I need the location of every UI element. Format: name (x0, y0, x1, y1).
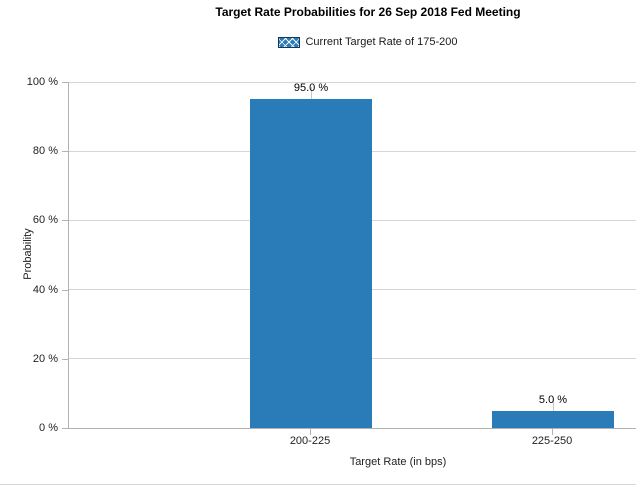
probability-bar (492, 410, 614, 428)
chart-title: Target Rate Probabilities for 26 Sep 201… (215, 5, 521, 19)
probability-bar (250, 99, 372, 428)
y-axis-tick-mark (62, 151, 68, 153)
bar-label-leader-line (552, 398, 554, 411)
y-axis-tick-label: 20 % (32, 352, 58, 365)
x-axis-tick-mark (552, 429, 553, 435)
y-axis-tick-label: 60 % (32, 214, 58, 227)
bar-label-leader-line (310, 87, 312, 100)
legend-swatch-icon (278, 36, 301, 48)
legend: Current Target Rate of 175-200 (100, 36, 636, 48)
y-axis-tick-label: 100 % (26, 76, 58, 88)
x-axis-title: Target Rate (in bps) (349, 456, 447, 468)
y-axis-tick-mark (62, 289, 68, 291)
y-axis-tick-label: 40 % (32, 283, 58, 296)
x-axis-category-label: 225-250 (531, 435, 573, 447)
gridline (69, 81, 636, 83)
bar-value-label: 95.0 % (293, 82, 329, 95)
bar-value-label: 5.0 % (538, 393, 568, 406)
legend-series-label: Current Target Rate of 175-200 (305, 36, 458, 48)
bottom-divider (0, 484, 636, 485)
y-axis-tick-mark (62, 428, 68, 429)
y-axis-tick-label: 0 % (39, 422, 58, 434)
plot-area: 95.0 % 5.0 % (68, 81, 636, 429)
x-axis-tick-mark (310, 429, 311, 435)
x-axis-category-label: 200-225 (289, 435, 331, 447)
y-axis-tick-mark (62, 82, 68, 83)
y-axis-tick-label: 80 % (32, 145, 58, 158)
y-axis-tick-mark (62, 220, 68, 222)
y-axis-tick-mark (62, 358, 68, 360)
